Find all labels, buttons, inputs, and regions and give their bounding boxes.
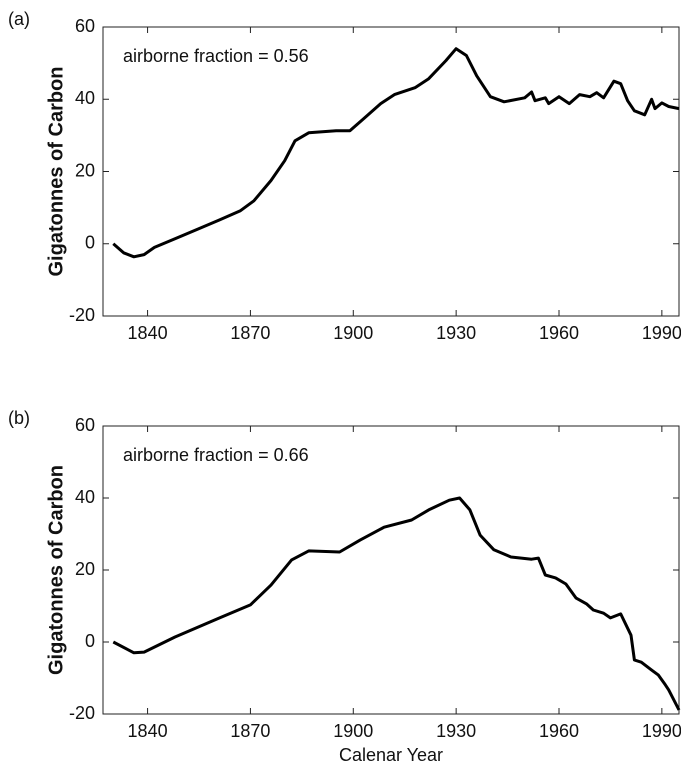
annotation: airborne fraction = 0.56 xyxy=(123,46,309,66)
y-axis-label: Gigatonnes of Carbon xyxy=(45,465,67,675)
x-tick-label: 1930 xyxy=(436,721,476,741)
x-tick-label: 1870 xyxy=(230,721,270,741)
y-axis-label: Gigatonnes of Carbon xyxy=(45,67,67,277)
y-tick-label: 0 xyxy=(85,233,95,253)
x-tick-label: 1840 xyxy=(128,721,168,741)
y-tick-label: 40 xyxy=(75,88,95,108)
data-line xyxy=(112,47,680,259)
y-tick-label: -20 xyxy=(69,703,95,723)
x-axis-label: Calenar Year xyxy=(339,745,443,765)
x-tick-label: 1960 xyxy=(539,323,579,343)
y-tick-label: 60 xyxy=(75,16,95,36)
y-tick-label: 0 xyxy=(85,631,95,651)
plot-frame xyxy=(102,425,680,715)
y-tick-label: 20 xyxy=(75,160,95,180)
x-tick-label: 1840 xyxy=(128,323,168,343)
x-tick-label: 1990 xyxy=(642,721,681,741)
x-tick-label: 1900 xyxy=(333,323,373,343)
data-line xyxy=(112,496,681,711)
y-tick-label: 40 xyxy=(75,487,95,507)
x-tick-label: 1900 xyxy=(333,721,373,741)
panel-label: (b) xyxy=(8,408,30,428)
x-tick-label: 1870 xyxy=(230,323,270,343)
y-tick-label: 20 xyxy=(75,559,95,579)
y-tick-label: 60 xyxy=(75,415,95,435)
x-tick-label: 1990 xyxy=(642,323,681,343)
annotation: airborne fraction = 0.66 xyxy=(123,445,309,465)
x-tick-label: 1960 xyxy=(539,721,579,741)
y-tick-label: -20 xyxy=(69,305,95,325)
plot-frame xyxy=(102,26,680,317)
x-tick-label: 1930 xyxy=(436,323,476,343)
panel-label: (a) xyxy=(8,9,30,29)
